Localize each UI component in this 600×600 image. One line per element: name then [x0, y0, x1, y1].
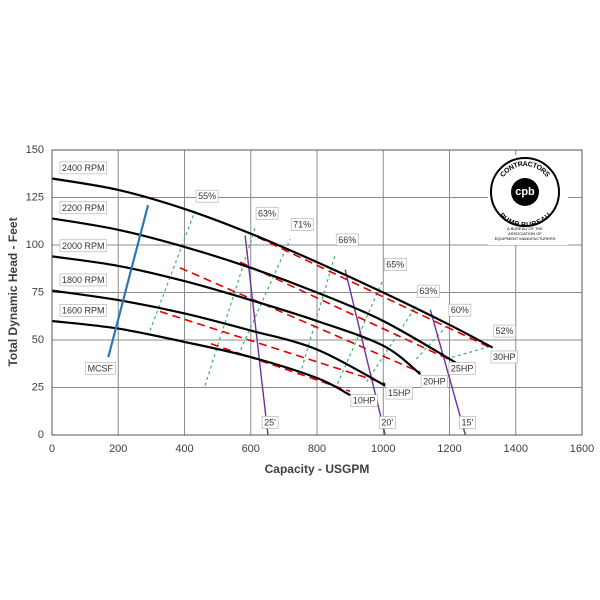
y-tick-label: 25 — [32, 381, 44, 393]
label-box — [379, 416, 396, 429]
npsh-line-label: 25' — [264, 417, 276, 427]
npsh-line-label: 20' — [381, 417, 393, 427]
label-box — [255, 206, 279, 220]
curve-label: MCSF — [88, 363, 114, 373]
curve — [51, 177, 494, 349]
x-tick-label: 400 — [175, 443, 193, 455]
y-axis-label: Total Dynamic Head - Feet — [6, 217, 20, 366]
hp-line-label: 30HP — [493, 352, 516, 362]
efficiency-line-label: 71% — [293, 220, 311, 230]
plot — [51, 177, 494, 436]
curve-label: 2000 RPM — [62, 241, 105, 251]
label-box — [420, 375, 448, 388]
hp-line-label: 15HP — [388, 388, 411, 398]
label-box — [493, 324, 516, 338]
y-tick-label: 100 — [26, 239, 44, 251]
efficiency-line — [415, 324, 449, 360]
logo-caption: ASSOCIATION OF — [508, 231, 542, 236]
curve-label: 2200 RPM — [62, 203, 105, 213]
curve — [51, 255, 422, 376]
x-tick-label: 200 — [109, 443, 127, 455]
label-box — [59, 304, 107, 317]
npsh-line — [429, 309, 467, 436]
x-tick-label: 1000 — [371, 443, 395, 455]
y-tick-label: 75 — [32, 286, 44, 298]
curve — [51, 319, 351, 397]
label-box — [417, 284, 440, 298]
y-tick-label: 50 — [32, 334, 44, 346]
hp-line — [179, 267, 421, 374]
label-box — [59, 239, 107, 253]
x-tick-label: 1400 — [504, 443, 528, 455]
label-box — [195, 189, 219, 203]
efficiency-line-label: 66% — [338, 235, 356, 245]
hp-line-label: 20HP — [423, 377, 446, 387]
logo-caption: A BUREAU OF THE — [507, 226, 543, 231]
npsh-line — [244, 235, 269, 436]
efficiency-line-label: 63% — [258, 208, 276, 218]
logo-caption: EQUIPMENT MANUFACTURERS — [495, 236, 556, 241]
efficiency-line-label: 52% — [496, 326, 514, 336]
curve-label: 1800 RPM — [62, 275, 105, 285]
x-tick-label: 800 — [308, 443, 326, 455]
hp-line-label: 25HP — [451, 363, 474, 373]
curve — [107, 204, 150, 358]
label-box — [59, 273, 107, 287]
npsh-line — [344, 269, 386, 436]
logo-disc — [511, 178, 539, 206]
curve-label: 2400 RPM — [62, 163, 105, 173]
logo: cpb CONTRACTORS PUMP BUREAU A BUREAU OF … — [488, 155, 568, 245]
logo-mark: cpb — [515, 186, 535, 198]
y-tick-label: 0 — [38, 429, 44, 441]
label-box — [335, 233, 359, 247]
label-box — [490, 350, 518, 364]
x-tick-label: 1600 — [570, 443, 594, 455]
x-tick-label: 600 — [242, 443, 260, 455]
hp-line — [257, 236, 491, 349]
label-box — [59, 161, 107, 175]
efficiency-line-label: 63% — [419, 286, 437, 296]
label-box — [350, 394, 378, 407]
plot-border — [51, 149, 583, 436]
label-box — [383, 258, 407, 271]
label-box — [85, 362, 116, 375]
efficiency-line — [336, 278, 384, 384]
curve — [51, 289, 386, 387]
curve — [51, 217, 457, 364]
y-tick-label: 150 — [26, 144, 44, 156]
x-tick-label: 0 — [49, 443, 55, 455]
label-box — [459, 416, 476, 429]
hp-line — [159, 310, 386, 385]
label-box — [448, 362, 476, 375]
efficiency-line-label: 55% — [198, 191, 216, 201]
hp-line-label: 10HP — [353, 396, 376, 406]
x-tick-label: 1200 — [437, 443, 461, 455]
label-box — [290, 218, 314, 231]
label-box — [385, 386, 413, 400]
efficiency-line-label: 60% — [451, 305, 469, 315]
npsh-line-label: 15' — [462, 417, 474, 427]
label-box — [59, 201, 107, 215]
x-axis-label: Capacity - USGPM — [265, 462, 370, 476]
label-box — [261, 416, 279, 429]
efficiency-line — [446, 345, 493, 360]
efficiency-line-label: 65% — [386, 260, 404, 270]
y-tick-label: 125 — [26, 191, 44, 203]
label-box — [448, 303, 472, 317]
curve-label: 1600 RPM — [62, 305, 105, 315]
efficiency-line — [299, 254, 336, 375]
